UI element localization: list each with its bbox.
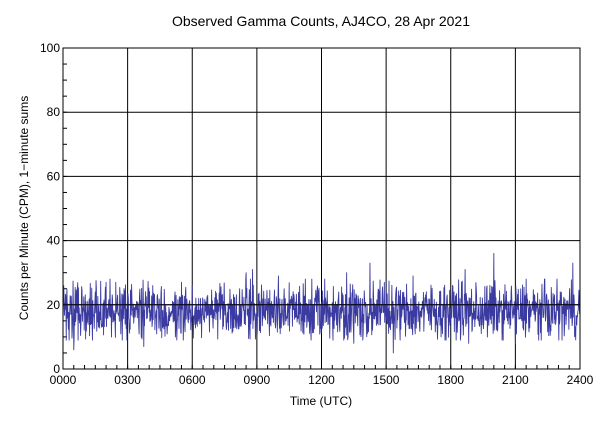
x-tick-label: 0600 (179, 373, 206, 387)
y-tick-label: 0 (53, 362, 60, 376)
series-group (62, 252, 581, 354)
x-tick-label: 1200 (308, 373, 335, 387)
y-tick-label: 40 (47, 234, 61, 248)
y-tick-label: 80 (47, 105, 61, 119)
x-tick-label: 0000 (50, 373, 77, 387)
y-tick-label: 20 (47, 298, 61, 312)
plot-frame (62, 47, 581, 370)
y-tick-labels: 0 20 40 60 80 100 (40, 41, 60, 376)
x-tick-label: 1500 (373, 373, 400, 387)
x-tick-label: 2100 (502, 373, 529, 387)
minor-ticks (62, 47, 581, 370)
x-tick-labels: 0000 0300 0600 0900 1200 1500 1800 2100 2400 (50, 373, 594, 387)
x-tick-label: 1800 (437, 373, 464, 387)
series-line (62, 252, 581, 354)
x-tick-label: 2400 (567, 373, 594, 387)
x-axis-label: Time (UTC) (290, 394, 352, 408)
x-tick-label: 0300 (114, 373, 141, 387)
x-tick-label: 0900 (244, 373, 271, 387)
chart-title: Observed Gamma Counts, AJ4CO, 28 Apr 202… (172, 13, 470, 29)
y-tick-label: 60 (47, 169, 61, 183)
y-axis-label: Counts per Minute (CPM), 1−minute sums (17, 96, 31, 320)
y-tick-label: 100 (40, 41, 60, 55)
